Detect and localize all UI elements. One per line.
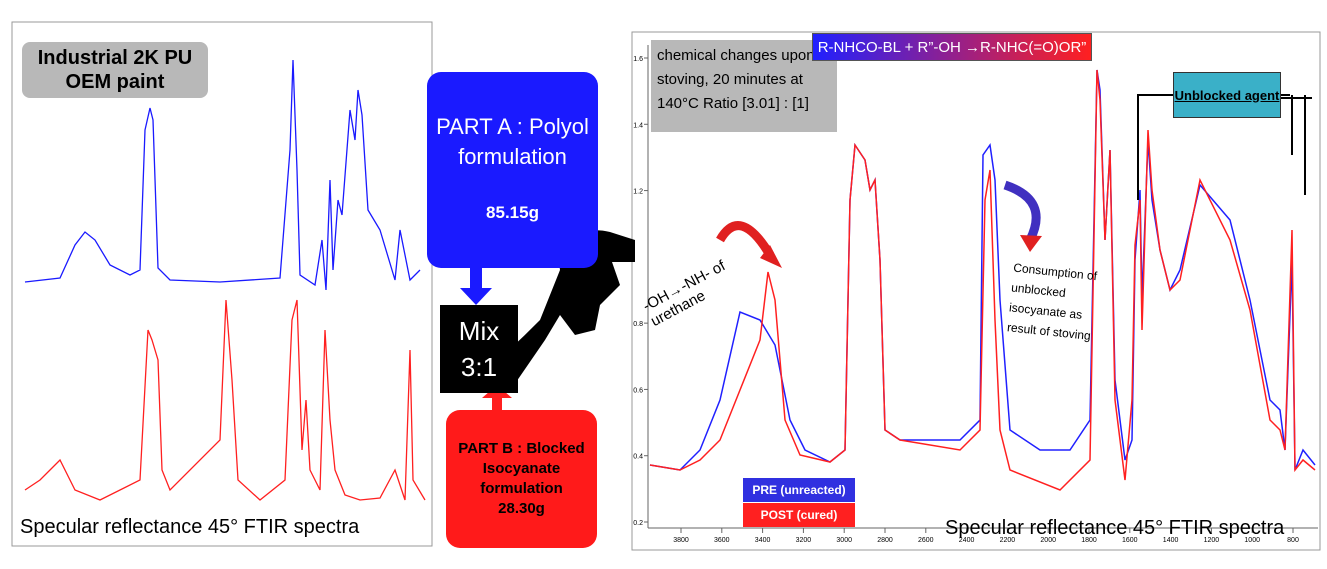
y-tick-label: 0.6 xyxy=(633,387,643,394)
part-a-box: PART A : Polyol formulation 85.15g xyxy=(427,72,598,268)
y-tick-label: 1.4 xyxy=(633,122,643,129)
reaction: R-NHCO-BL + R”-OH →R-NHC(=O)OR” xyxy=(812,33,1092,61)
conditions: chemical changes upon stoving, 20 minute… xyxy=(651,40,837,132)
x-tick-label: 1200 xyxy=(1204,537,1220,544)
part-b-box: PART B : Blocked Isocyanate formulation … xyxy=(446,410,597,548)
x-tick-label: 800 xyxy=(1287,537,1299,544)
bracket xyxy=(1137,94,1312,200)
x-tick-label: 2200 xyxy=(1000,537,1016,544)
tick-group: 0.2 0.4 0.6 0.8 1.2 1.4 1.6 3800 3600 3400 3200 300… xyxy=(633,56,1299,544)
x-tick-label: 2400 xyxy=(959,537,975,544)
right-caption: Specular reflectance 45° FTIR spectra xyxy=(945,517,1285,539)
legend-pre: PRE (unreacted) xyxy=(743,478,855,502)
x-tick-label: 3600 xyxy=(714,537,730,544)
x-tick-label: 1400 xyxy=(1163,537,1179,544)
x-tick-label: 3000 xyxy=(836,537,852,544)
left-label: Industrial 2K PU OEM paint xyxy=(22,42,208,98)
y-tick-label: 0.4 xyxy=(633,454,643,461)
x-tick-label: 2800 xyxy=(877,537,893,544)
unblocked-agent: Unblocked agent xyxy=(1173,72,1281,118)
x-tick-label: 2000 xyxy=(1040,537,1056,544)
y-tick-label: 0.8 xyxy=(633,321,643,328)
arrow xyxy=(716,221,774,258)
arrow-down xyxy=(460,268,492,305)
x-tick-label: 3400 xyxy=(755,537,771,544)
part-b-title: PART B : Blocked Isocyanate formulation xyxy=(458,440,585,497)
left-panel xyxy=(11,21,433,547)
x-tick-label: 1600 xyxy=(1122,537,1138,544)
legend-post: POST (cured) xyxy=(743,503,855,527)
x-tick-label: 2600 xyxy=(918,537,934,544)
y-tick-label: 1.2 xyxy=(633,189,643,196)
left-blue-spectrum xyxy=(24,59,421,291)
y-tick-label: 1.6 xyxy=(633,56,643,63)
arrow-head xyxy=(1020,235,1042,252)
left-caption: Specular reflectance 45° FTIR spectra xyxy=(20,516,360,538)
x-tick-label: 1000 xyxy=(1244,537,1260,544)
part-a-title: PART A : Polyol formulation xyxy=(436,114,589,169)
mix-box: Mix 3:1 xyxy=(440,305,518,393)
arrow-head xyxy=(760,245,782,268)
y-tick-label: 0.2 xyxy=(633,520,643,527)
x-tick-label: 3200 xyxy=(796,537,812,544)
part-a-mass: 85.15g xyxy=(486,203,539,222)
post-spectrum xyxy=(649,69,1316,491)
consumption-note: Consumption of unblocked isocyanate as r… xyxy=(1006,260,1098,343)
x-tick-label: 1800 xyxy=(1081,537,1097,544)
part-b-mass: 28.30g xyxy=(498,500,545,517)
left-red-spectrum xyxy=(24,299,426,501)
x-tick-label: 3800 xyxy=(673,537,689,544)
arrow xyxy=(1003,180,1041,243)
